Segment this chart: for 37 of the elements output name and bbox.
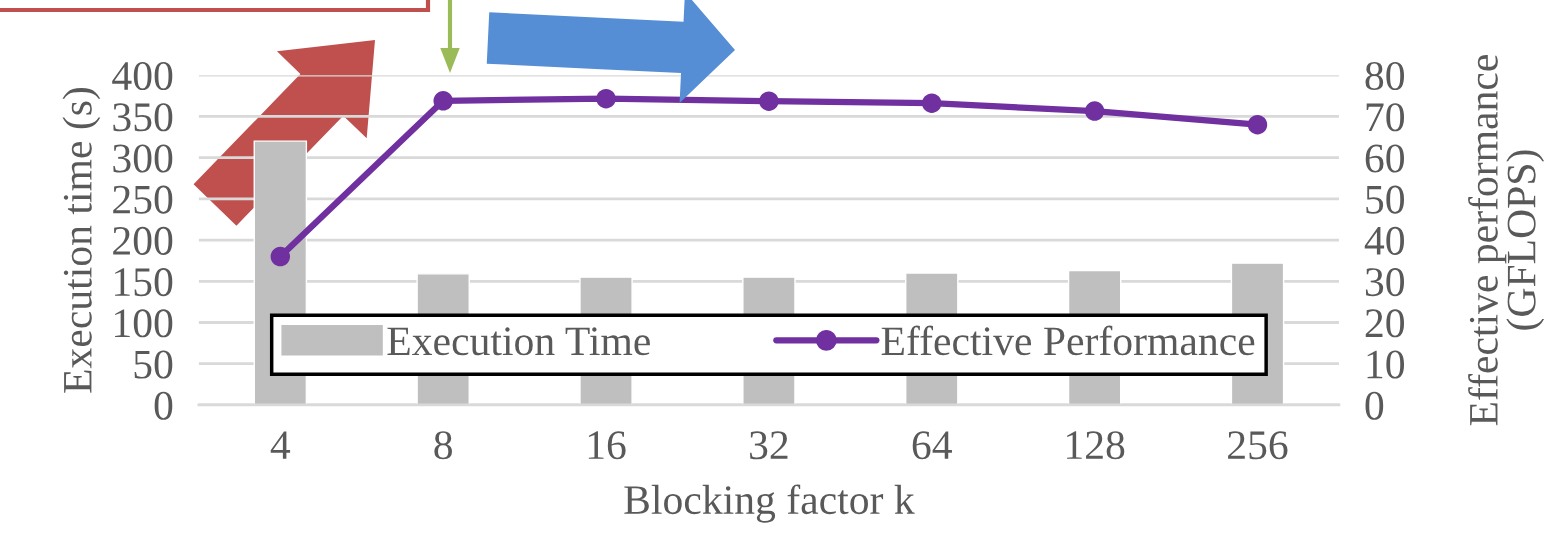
y-tick-label: 150 xyxy=(115,268,173,297)
point xyxy=(270,246,291,267)
x-tick-label: 32 xyxy=(750,431,788,460)
y-tick-label: 250 xyxy=(113,185,173,214)
y-tick-label: 0 xyxy=(154,391,173,420)
legend-label: Execution Time xyxy=(387,327,650,356)
y-tick-label: 350 xyxy=(113,103,173,132)
y2-tick-label: 30 xyxy=(1365,268,1405,297)
x-tick-label: 256 xyxy=(1228,431,1288,460)
y-tick-label: 400 xyxy=(112,61,173,91)
y2-tick-label: 70 xyxy=(1366,103,1405,132)
y-tick-label: 300 xyxy=(113,144,173,173)
y-tick-label: 50 xyxy=(134,350,173,379)
x-tick-label: 128 xyxy=(1067,431,1125,460)
y2-tick-label: 20 xyxy=(1365,309,1405,338)
point xyxy=(1247,114,1268,135)
y2-tick-label: 60 xyxy=(1365,144,1405,173)
y-axis-title: Execution time (s) xyxy=(62,88,101,393)
point xyxy=(433,91,453,111)
point xyxy=(922,93,942,113)
x-axis-title: Blocking factor k xyxy=(624,484,915,523)
y2-tick-label: 50 xyxy=(1366,185,1405,214)
y-tick-label: 100 xyxy=(115,309,173,338)
y2-axis-title: Effective performance (GFLOPS) xyxy=(1468,55,1545,426)
legend-label: Effective Performance xyxy=(881,325,1255,356)
y2-tick-label: 0 xyxy=(1365,391,1384,420)
x-tick-label: 16 xyxy=(588,431,626,460)
x-tick-label: 8 xyxy=(434,431,453,460)
y2-tick-label: 40 xyxy=(1364,226,1405,255)
x-tick-label: 4 xyxy=(270,431,291,459)
x-tick-label: 64 xyxy=(912,431,952,460)
point xyxy=(596,88,616,109)
y-tick-label: 200 xyxy=(113,226,173,255)
y2-tick-label: 10 xyxy=(1367,350,1405,379)
y2-tick-label: 80 xyxy=(1365,61,1405,91)
point xyxy=(1084,101,1105,121)
point xyxy=(759,91,779,111)
